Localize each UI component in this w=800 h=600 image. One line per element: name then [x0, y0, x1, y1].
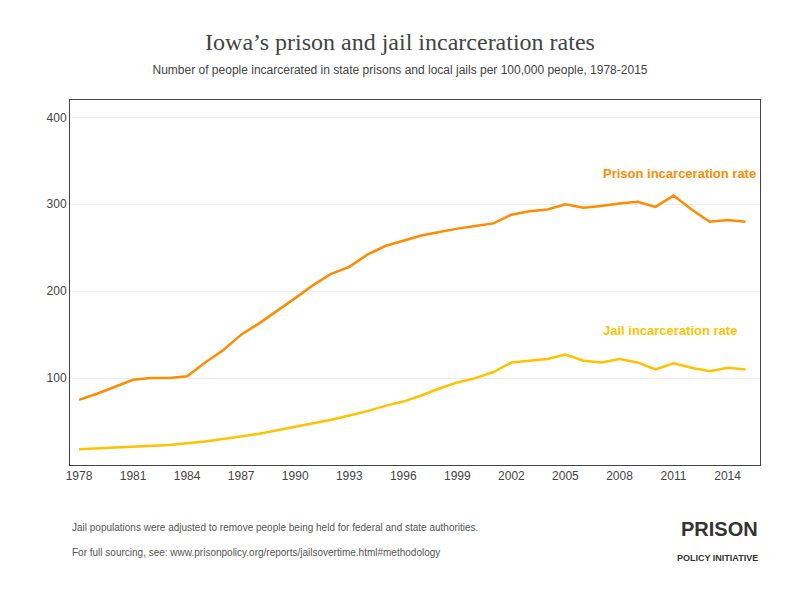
svg-text:300: 300 [47, 197, 67, 211]
svg-text:Jail incarceration rate: Jail incarceration rate [603, 323, 737, 338]
svg-text:PRISON: PRISON [681, 518, 758, 540]
svg-text:2014: 2014 [714, 469, 741, 483]
svg-text:1987: 1987 [228, 469, 255, 483]
svg-text:2008: 2008 [606, 469, 633, 483]
svg-text:1996: 1996 [390, 469, 417, 483]
svg-text:1978: 1978 [66, 469, 93, 483]
svg-text:2005: 2005 [552, 469, 579, 483]
svg-text:For full sourcing, see: www.pr: For full sourcing, see: www.prisonpolicy… [72, 547, 440, 558]
svg-text:1990: 1990 [282, 469, 309, 483]
svg-text:1981: 1981 [120, 469, 147, 483]
svg-text:POLICY INITIATIVE: POLICY INITIATIVE [677, 553, 758, 563]
svg-text:Prison incarceration rate: Prison incarceration rate [603, 166, 756, 181]
svg-text:100: 100 [47, 371, 67, 385]
svg-text:1999: 1999 [444, 469, 471, 483]
svg-text:Iowa’s prison and jail incarce: Iowa’s prison and jail incarceration rat… [205, 29, 595, 55]
svg-text:2002: 2002 [498, 469, 525, 483]
svg-text:Jail populations were adjusted: Jail populations were adjusted to remove… [72, 522, 478, 533]
svg-text:1993: 1993 [336, 469, 363, 483]
svg-text:200: 200 [47, 284, 67, 298]
svg-text:Number of people incarcerated: Number of people incarcerated in state p… [153, 63, 648, 77]
svg-text:1984: 1984 [174, 469, 201, 483]
svg-text:2011: 2011 [661, 469, 687, 483]
svg-text:400: 400 [47, 111, 67, 125]
